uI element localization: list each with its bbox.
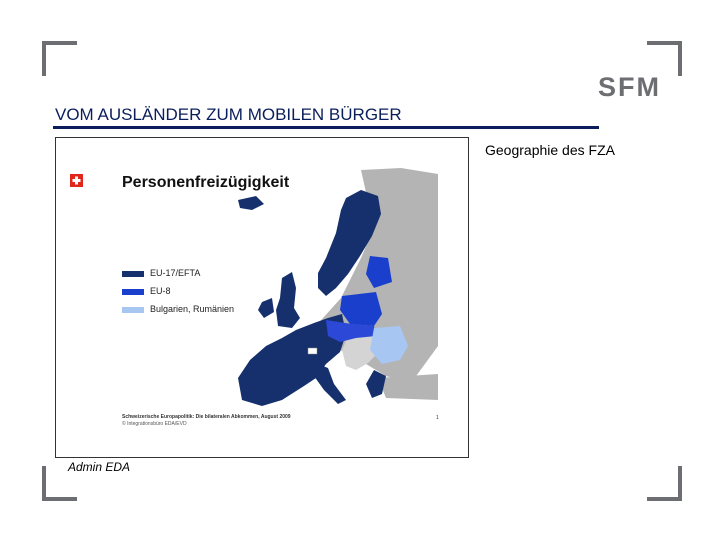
map-turkey-region <box>378 374 438 400</box>
map-italy <box>314 364 346 404</box>
frame-corner-top-right <box>647 41 682 76</box>
map-balkans-region <box>342 336 378 370</box>
image-credit: Admin EDA <box>68 460 131 474</box>
legend-swatch-eu8 <box>122 288 144 295</box>
map-western-europe <box>238 314 346 406</box>
frame-corner-bottom-left <box>42 466 77 501</box>
legend-item-eu17: EU-17/EFTA <box>122 268 200 278</box>
figure-footer-copyright: © Integrationsbüro EDA/EVD <box>122 421 187 427</box>
slide-title: VOM AUSLÄNDER ZUM MOBILEN BÜRGER <box>55 105 402 124</box>
map-ireland <box>258 298 274 318</box>
map-greece <box>366 370 386 398</box>
legend-label-bg-ro: Bulgarien, Rumänien <box>150 304 235 314</box>
map-iceland <box>238 196 264 210</box>
map-central-eu8 <box>326 320 376 342</box>
legend-item-eu8: EU-8 <box>122 286 171 296</box>
figure-title: Personenfreizügigkeit <box>122 174 290 191</box>
slide-subtitle: Geographie des FZA <box>485 142 615 158</box>
europe-map-figure: Personenfreizügigkeit EU-17/EFTA EU-8 Bu… <box>55 137 469 458</box>
sfm-logo: SFM <box>598 72 661 102</box>
map-baltics <box>366 256 392 288</box>
map-switzerland <box>307 347 318 355</box>
figure-page-number: 1 <box>436 415 439 421</box>
map-britain <box>276 272 300 328</box>
map-scandinavia <box>318 190 381 296</box>
legend-label-eu8: EU-8 <box>150 286 171 296</box>
legend-swatch-eu17 <box>122 270 144 277</box>
legend-item-bg-ro: Bulgarien, Rumänien <box>122 304 234 314</box>
frame-corner-top-left <box>42 41 77 76</box>
map-poland <box>340 292 382 326</box>
frame-corner-bottom-right <box>647 466 682 501</box>
map-svg <box>70 168 438 406</box>
map-romania-bulgaria <box>370 326 408 364</box>
title-underline <box>53 126 599 129</box>
figure-footer-source: Schweizerische Europapolitik: Die bilate… <box>122 414 291 420</box>
legend-swatch-bg-ro <box>122 306 144 313</box>
legend-label-eu17: EU-17/EFTA <box>150 268 201 278</box>
